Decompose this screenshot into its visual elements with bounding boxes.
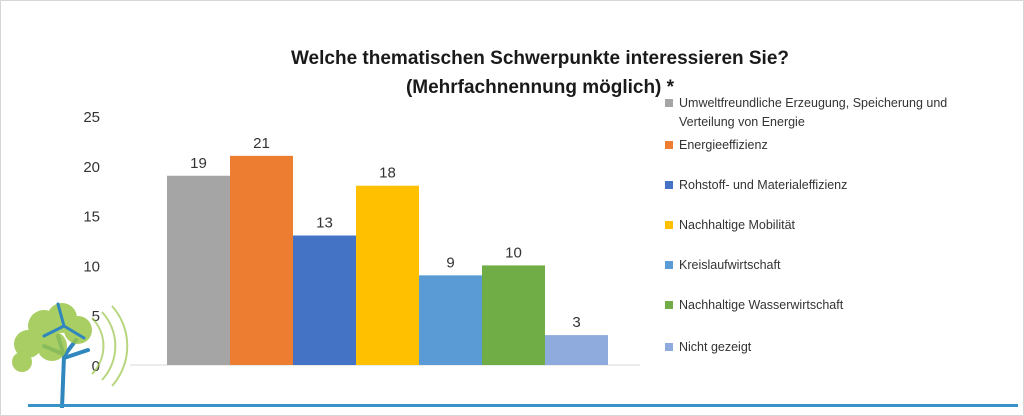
bar: [293, 235, 356, 365]
legend-item: Kreislaufwirtschaft: [665, 256, 969, 275]
bar: [482, 265, 545, 365]
bar: [545, 335, 608, 365]
legend-swatch: [665, 141, 673, 149]
legend-label: Nachhaltige Mobilität: [679, 218, 796, 232]
legend-label: Umweltfreundliche Erzeugung, Speicherung…: [679, 96, 948, 129]
bar-value-label: 3: [572, 314, 580, 331]
y-tick-label: 10: [83, 258, 100, 275]
legend-label: Nachhaltige Wasserwirtschaft: [679, 298, 844, 312]
bar-value-label: 10: [505, 244, 522, 261]
y-tick-label: 15: [83, 209, 100, 226]
legend-swatch: [665, 99, 673, 107]
bar-value-label: 9: [446, 254, 454, 271]
legend-swatch: [665, 343, 673, 351]
legend-swatch: [665, 221, 673, 229]
chart-title-line1: Welche thematischen Schwerpunkte interes…: [290, 48, 790, 69]
legend-label: Energieeffizienz: [679, 138, 768, 152]
bar: [230, 155, 293, 365]
y-tick-label: 0: [92, 358, 100, 375]
legend-item: Umweltfreundliche Erzeugung, Speicherung…: [665, 94, 969, 132]
y-tick-label: 25: [83, 109, 100, 126]
bar-value-label: 19: [190, 155, 207, 172]
legend-item: Energieeffizienz: [665, 136, 969, 155]
legend-label: Rohstoff- und Materialeffizienz: [679, 178, 848, 192]
legend-swatch: [665, 301, 673, 309]
bar-value-label: 18: [379, 165, 396, 182]
bar-value-label: 13: [316, 215, 333, 232]
chart-subtitle: (Mehrfachnennung möglich) *: [405, 77, 675, 98]
tree-logo-icon: [12, 302, 129, 408]
legend-swatch: [665, 181, 673, 189]
legend-item: Nachhaltige Wasserwirtschaft: [665, 296, 969, 315]
y-tick-label: 20: [83, 159, 100, 176]
chart-title: Welche thematischen Schwerpunkte interes…: [190, 44, 890, 102]
y-tick-label: 5: [92, 308, 100, 325]
legend-item: Nachhaltige Mobilität: [665, 216, 969, 235]
bar-value-label: 21: [253, 135, 270, 152]
bar: [419, 275, 482, 365]
bar: [167, 175, 230, 365]
legend-label: Kreislaufwirtschaft: [679, 258, 781, 272]
legend-label: Nicht gezeigt: [679, 340, 752, 354]
legend-item: Rohstoff- und Materialeffizienz: [665, 176, 969, 195]
bar: [356, 185, 419, 365]
legend-item: Nicht gezeigt: [665, 338, 969, 357]
footer-accent-line: [28, 404, 1018, 407]
legend-swatch: [665, 261, 673, 269]
